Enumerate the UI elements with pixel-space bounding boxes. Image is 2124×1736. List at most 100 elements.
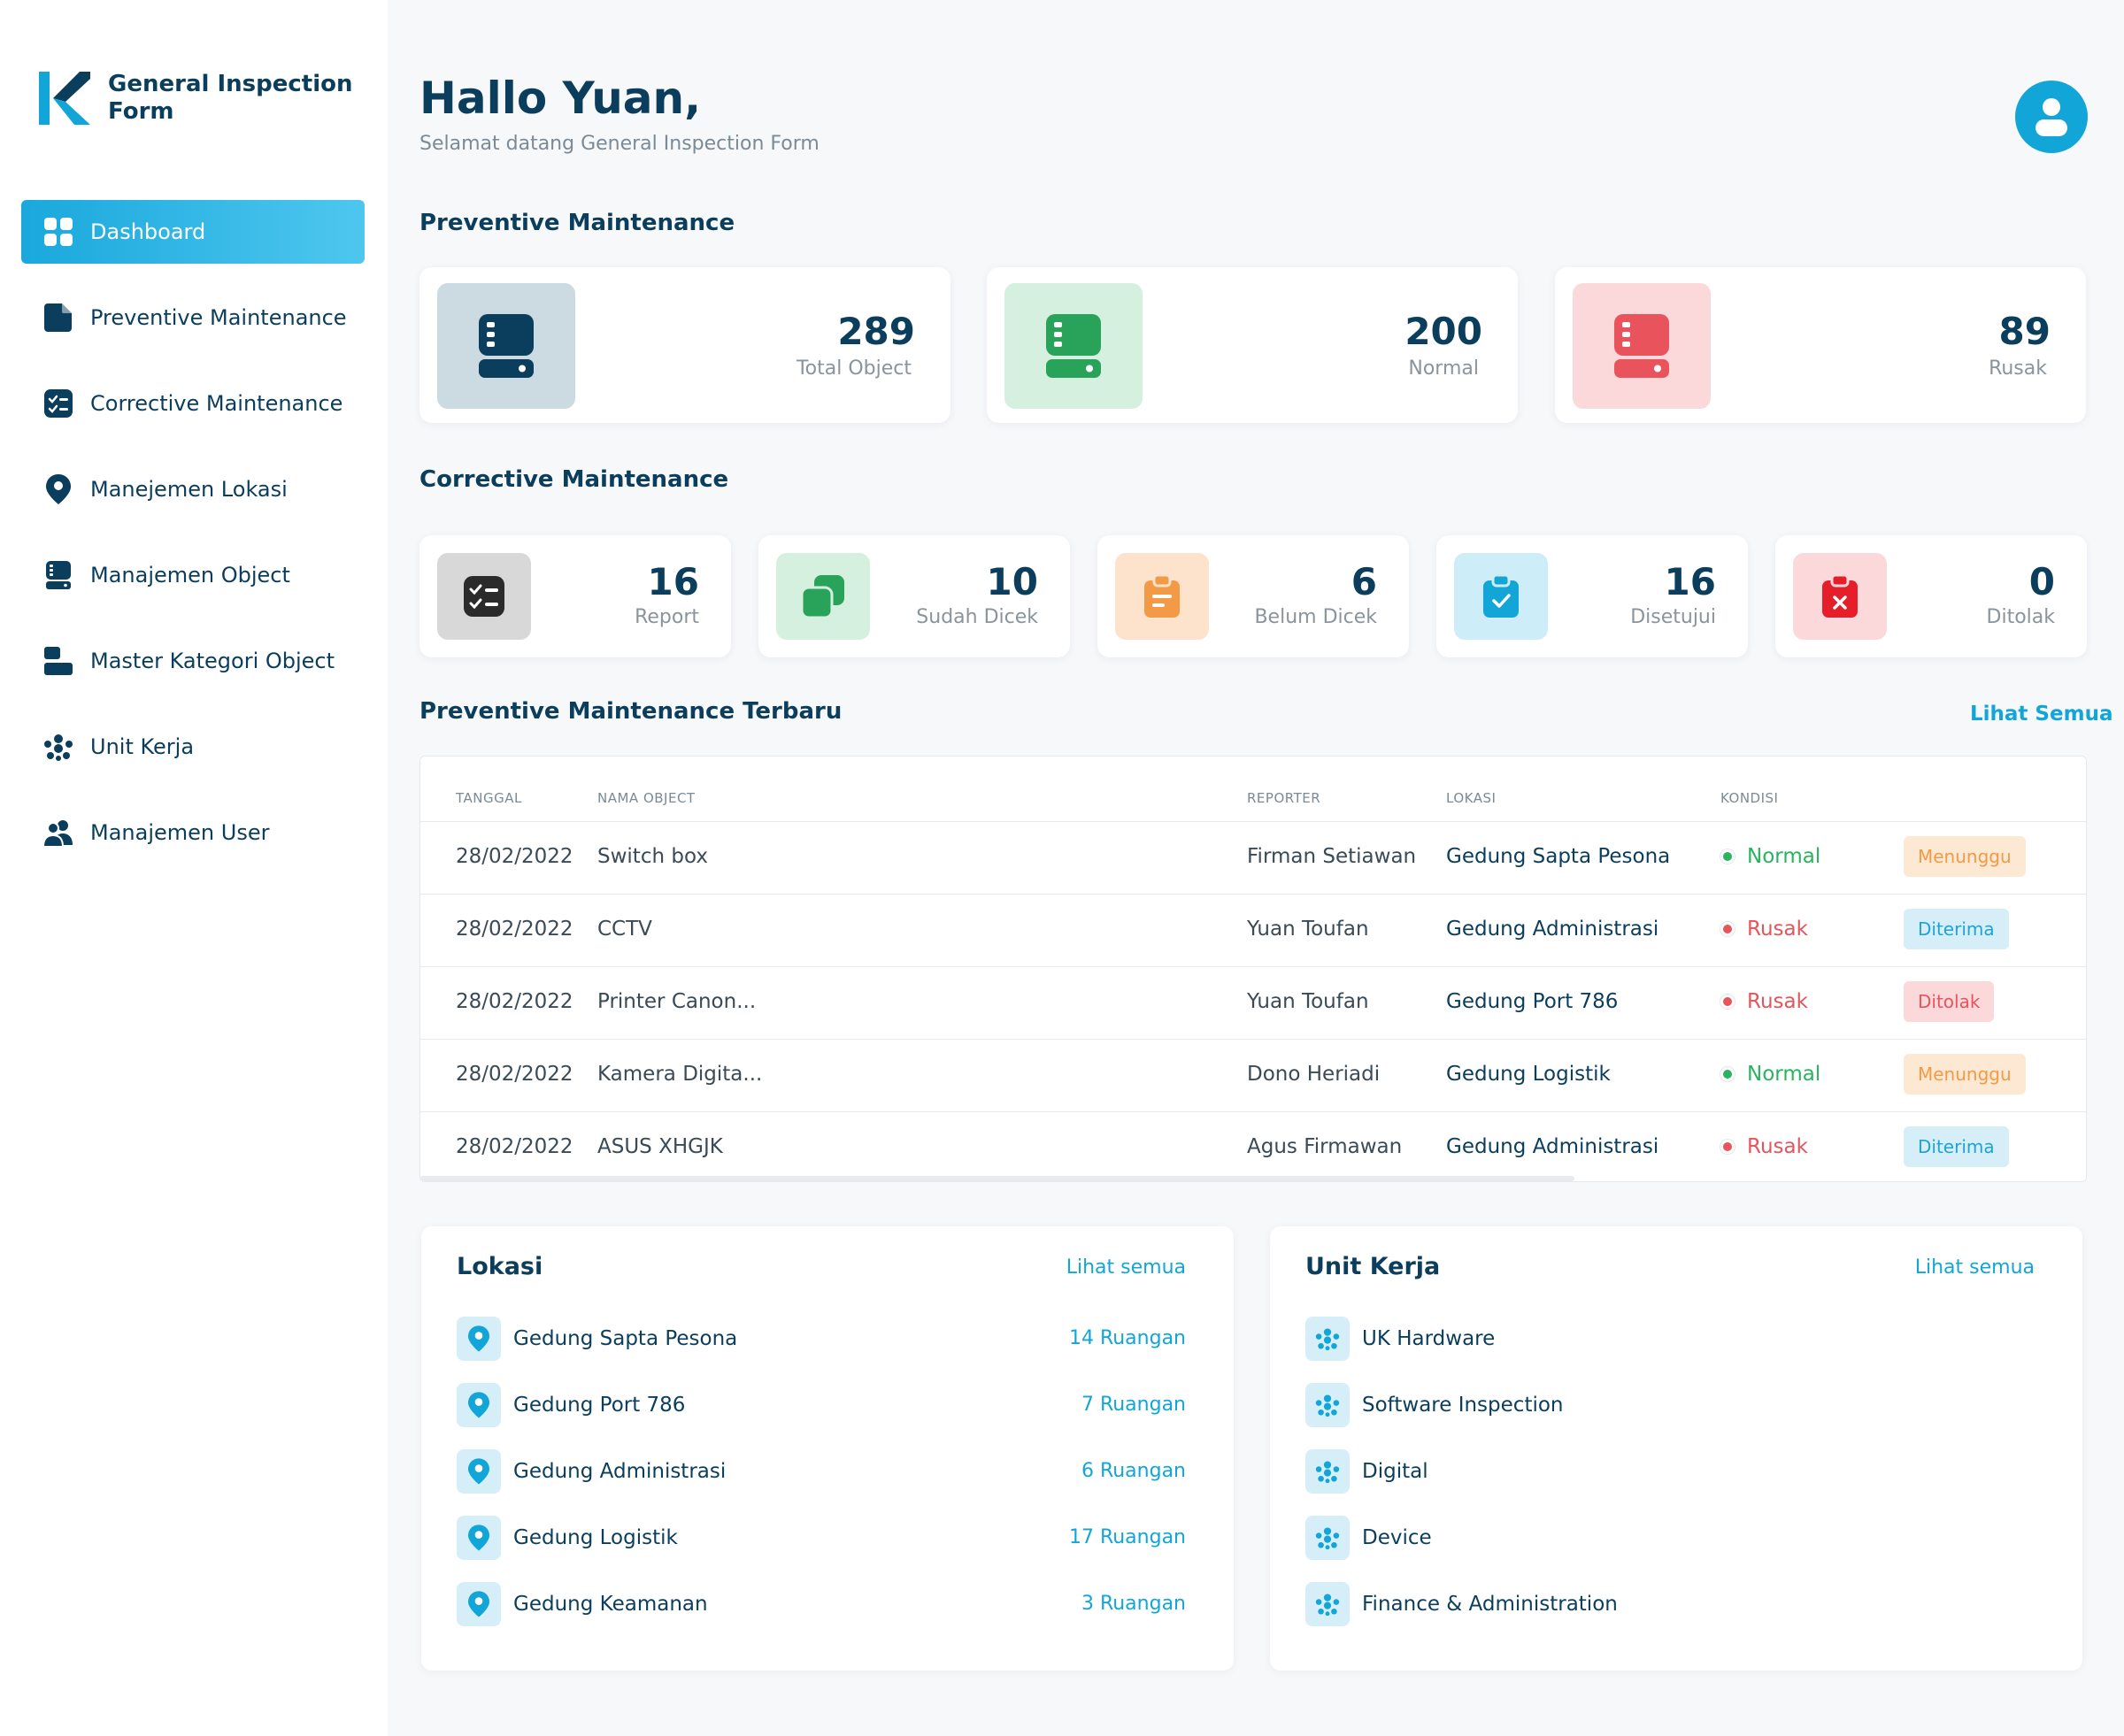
stat-card-disetujui[interactable]: 16 Disetujui (1436, 535, 1748, 657)
stat-value: 16 (1664, 560, 1716, 603)
status-dot-icon (1720, 1140, 1735, 1154)
column-header-object: NAMA OBJECT (597, 790, 696, 806)
location-name: Gedung Logistik (513, 1526, 678, 1549)
location-room-count: 3 Ruangan (1081, 1593, 1186, 1615)
location-room-count: 14 Ruangan (1068, 1327, 1186, 1349)
stat-card-total-object[interactable]: 289 Total Object (419, 267, 950, 423)
stat-value: 200 (1404, 310, 1482, 353)
table-horizontal-scrollbar[interactable] (420, 1176, 1574, 1181)
cell-object: Switch box (597, 845, 708, 868)
cell-location: Gedung Port 786 (1446, 990, 1619, 1013)
table-row[interactable]: 28/02/2022 CCTV Yuan Toufan Gedung Admin… (420, 894, 2086, 966)
cell-condition: Normal (1720, 1063, 1820, 1086)
location-item[interactable]: Gedung Logistik (457, 1516, 678, 1560)
sidebar-item-corrective-maintenance[interactable]: Corrective Maintenance (21, 372, 365, 435)
team-icon (1305, 1449, 1350, 1494)
table-row[interactable]: 28/02/2022 ASUS XHGJK Agus Firmawan Gedu… (420, 1111, 2086, 1181)
unit-item[interactable]: Digital (1305, 1449, 1428, 1494)
checklist-icon (42, 388, 74, 419)
stat-value: 289 (837, 310, 915, 353)
stat-card-sudah-dicek[interactable]: 10 Sudah Dicek (758, 535, 1070, 657)
stat-label: Sudah Dicek (916, 606, 1038, 628)
stat-label: Belum Dicek (1254, 606, 1377, 628)
cell-object: Printer Canon... (597, 990, 757, 1013)
column-header-reporter: REPORTER (1247, 790, 1321, 806)
cell-condition: Rusak (1720, 990, 1808, 1013)
cell-condition: Rusak (1720, 918, 1808, 941)
sidebar-item-label: Manajemen Object (90, 563, 290, 588)
page-title: Hallo Yuan, (419, 73, 702, 124)
status-badge[interactable]: Diterima (1904, 909, 2009, 949)
table-row[interactable]: 28/02/2022 Switch box Firman Setiawan Ge… (420, 821, 2086, 894)
status-badge[interactable]: Ditolak (1904, 981, 1995, 1022)
sidebar-item-master-kategori-object[interactable]: Master Kategori Object (21, 629, 365, 693)
status-badge[interactable]: Diterima (1904, 1126, 2009, 1167)
unit-item[interactable]: Finance & Administration (1305, 1582, 1618, 1626)
unit-item[interactable]: Device (1305, 1516, 1432, 1560)
file-icon (42, 302, 74, 334)
cell-date: 28/02/2022 (456, 1135, 573, 1158)
sidebar-item-dashboard[interactable]: Dashboard (21, 200, 365, 264)
location-item[interactable]: Gedung Keamanan (457, 1582, 708, 1626)
checklist-icon (437, 553, 531, 640)
copy-icon (776, 553, 870, 640)
status-badge[interactable]: Menunggu (1904, 1054, 2026, 1095)
sidebar-nav: Dashboard Preventive Maintenance Correct… (21, 200, 365, 887)
stat-card-report[interactable]: 16 Report (419, 535, 731, 657)
stat-card-belum-dicek[interactable]: 6 Belum Dicek (1097, 535, 1409, 657)
cell-date: 28/02/2022 (456, 1063, 573, 1086)
stat-card-normal[interactable]: 200 Normal (987, 267, 1518, 423)
cell-reporter: Yuan Toufan (1247, 990, 1369, 1013)
corrective-section-title: Corrective Maintenance (419, 466, 729, 493)
stat-card-rusak[interactable]: 89 Rusak (1555, 267, 2086, 423)
stat-label: Report (635, 606, 699, 628)
status-badge[interactable]: Menunggu (1904, 836, 2026, 877)
cell-reporter: Agus Firmawan (1247, 1135, 1403, 1158)
sidebar: General Inspection Form Dashboard Preven… (0, 0, 388, 1736)
stat-card-ditolak[interactable]: 0 Ditolak (1775, 535, 2087, 657)
table-row[interactable]: 28/02/2022 Kamera Digita... Dono Heriadi… (420, 1039, 2086, 1111)
grid-icon (42, 216, 74, 248)
sidebar-item-manajemen-user[interactable]: Manajemen User (21, 801, 365, 864)
status-dot-icon (1720, 922, 1735, 936)
stat-label: Total Object (796, 357, 912, 380)
sidebar-item-unit-kerja[interactable]: Unit Kerja (21, 715, 365, 779)
stat-label: Disetujui (1630, 606, 1716, 628)
see-all-locations-link[interactable]: Lihat semua (1066, 1256, 1186, 1279)
unit-item[interactable]: Software Inspection (1305, 1383, 1564, 1427)
location-name: Gedung Port 786 (513, 1394, 686, 1417)
team-icon (42, 731, 74, 763)
condition-label: Rusak (1747, 918, 1808, 941)
sidebar-item-manejemen-lokasi[interactable]: Manejemen Lokasi (21, 457, 365, 521)
clipboard-x-icon (1793, 553, 1887, 640)
cell-reporter: Firman Setiawan (1247, 845, 1417, 868)
column-header-condition: KONDISI (1720, 790, 1779, 806)
see-all-latest-link[interactable]: Lihat Semua (1970, 703, 2113, 726)
cell-object: CCTV (597, 918, 652, 941)
cell-location: Gedung Logistik (1446, 1063, 1611, 1086)
location-pin-icon (457, 1516, 501, 1560)
stat-label: Rusak (1989, 357, 2047, 380)
cell-reporter: Yuan Toufan (1247, 918, 1369, 941)
latest-table: TANGGAL NAMA OBJECT REPORTER LOKASI KOND… (419, 756, 2087, 1182)
cell-date: 28/02/2022 (456, 918, 573, 941)
sidebar-item-label: Master Kategori Object (90, 649, 335, 673)
sidebar-item-label: Dashboard (90, 219, 206, 244)
unit-name: Device (1362, 1526, 1432, 1549)
avatar[interactable] (2015, 81, 2088, 153)
sidebar-item-preventive-maintenance[interactable]: Preventive Maintenance (21, 286, 365, 350)
status-dot-icon (1720, 849, 1735, 864)
clipboard-icon (1115, 553, 1209, 640)
location-item[interactable]: Gedung Administrasi (457, 1449, 726, 1494)
clipboard-check-icon (1454, 553, 1548, 640)
brand-logo-icon (39, 72, 90, 125)
location-item[interactable]: Gedung Port 786 (457, 1383, 685, 1427)
unit-item[interactable]: UK Hardware (1305, 1317, 1495, 1361)
sidebar-item-manajemen-object[interactable]: Manajemen Object (21, 543, 365, 607)
location-item[interactable]: Gedung Sapta Pesona (457, 1317, 737, 1361)
see-all-units-link[interactable]: Lihat semua (1914, 1256, 2035, 1279)
stat-label: Normal (1408, 357, 1479, 380)
sidebar-item-label: Unit Kerja (90, 734, 195, 759)
table-row[interactable]: 28/02/2022 Printer Canon... Yuan Toufan … (420, 966, 2086, 1039)
brand[interactable]: General Inspection Form (39, 71, 352, 126)
